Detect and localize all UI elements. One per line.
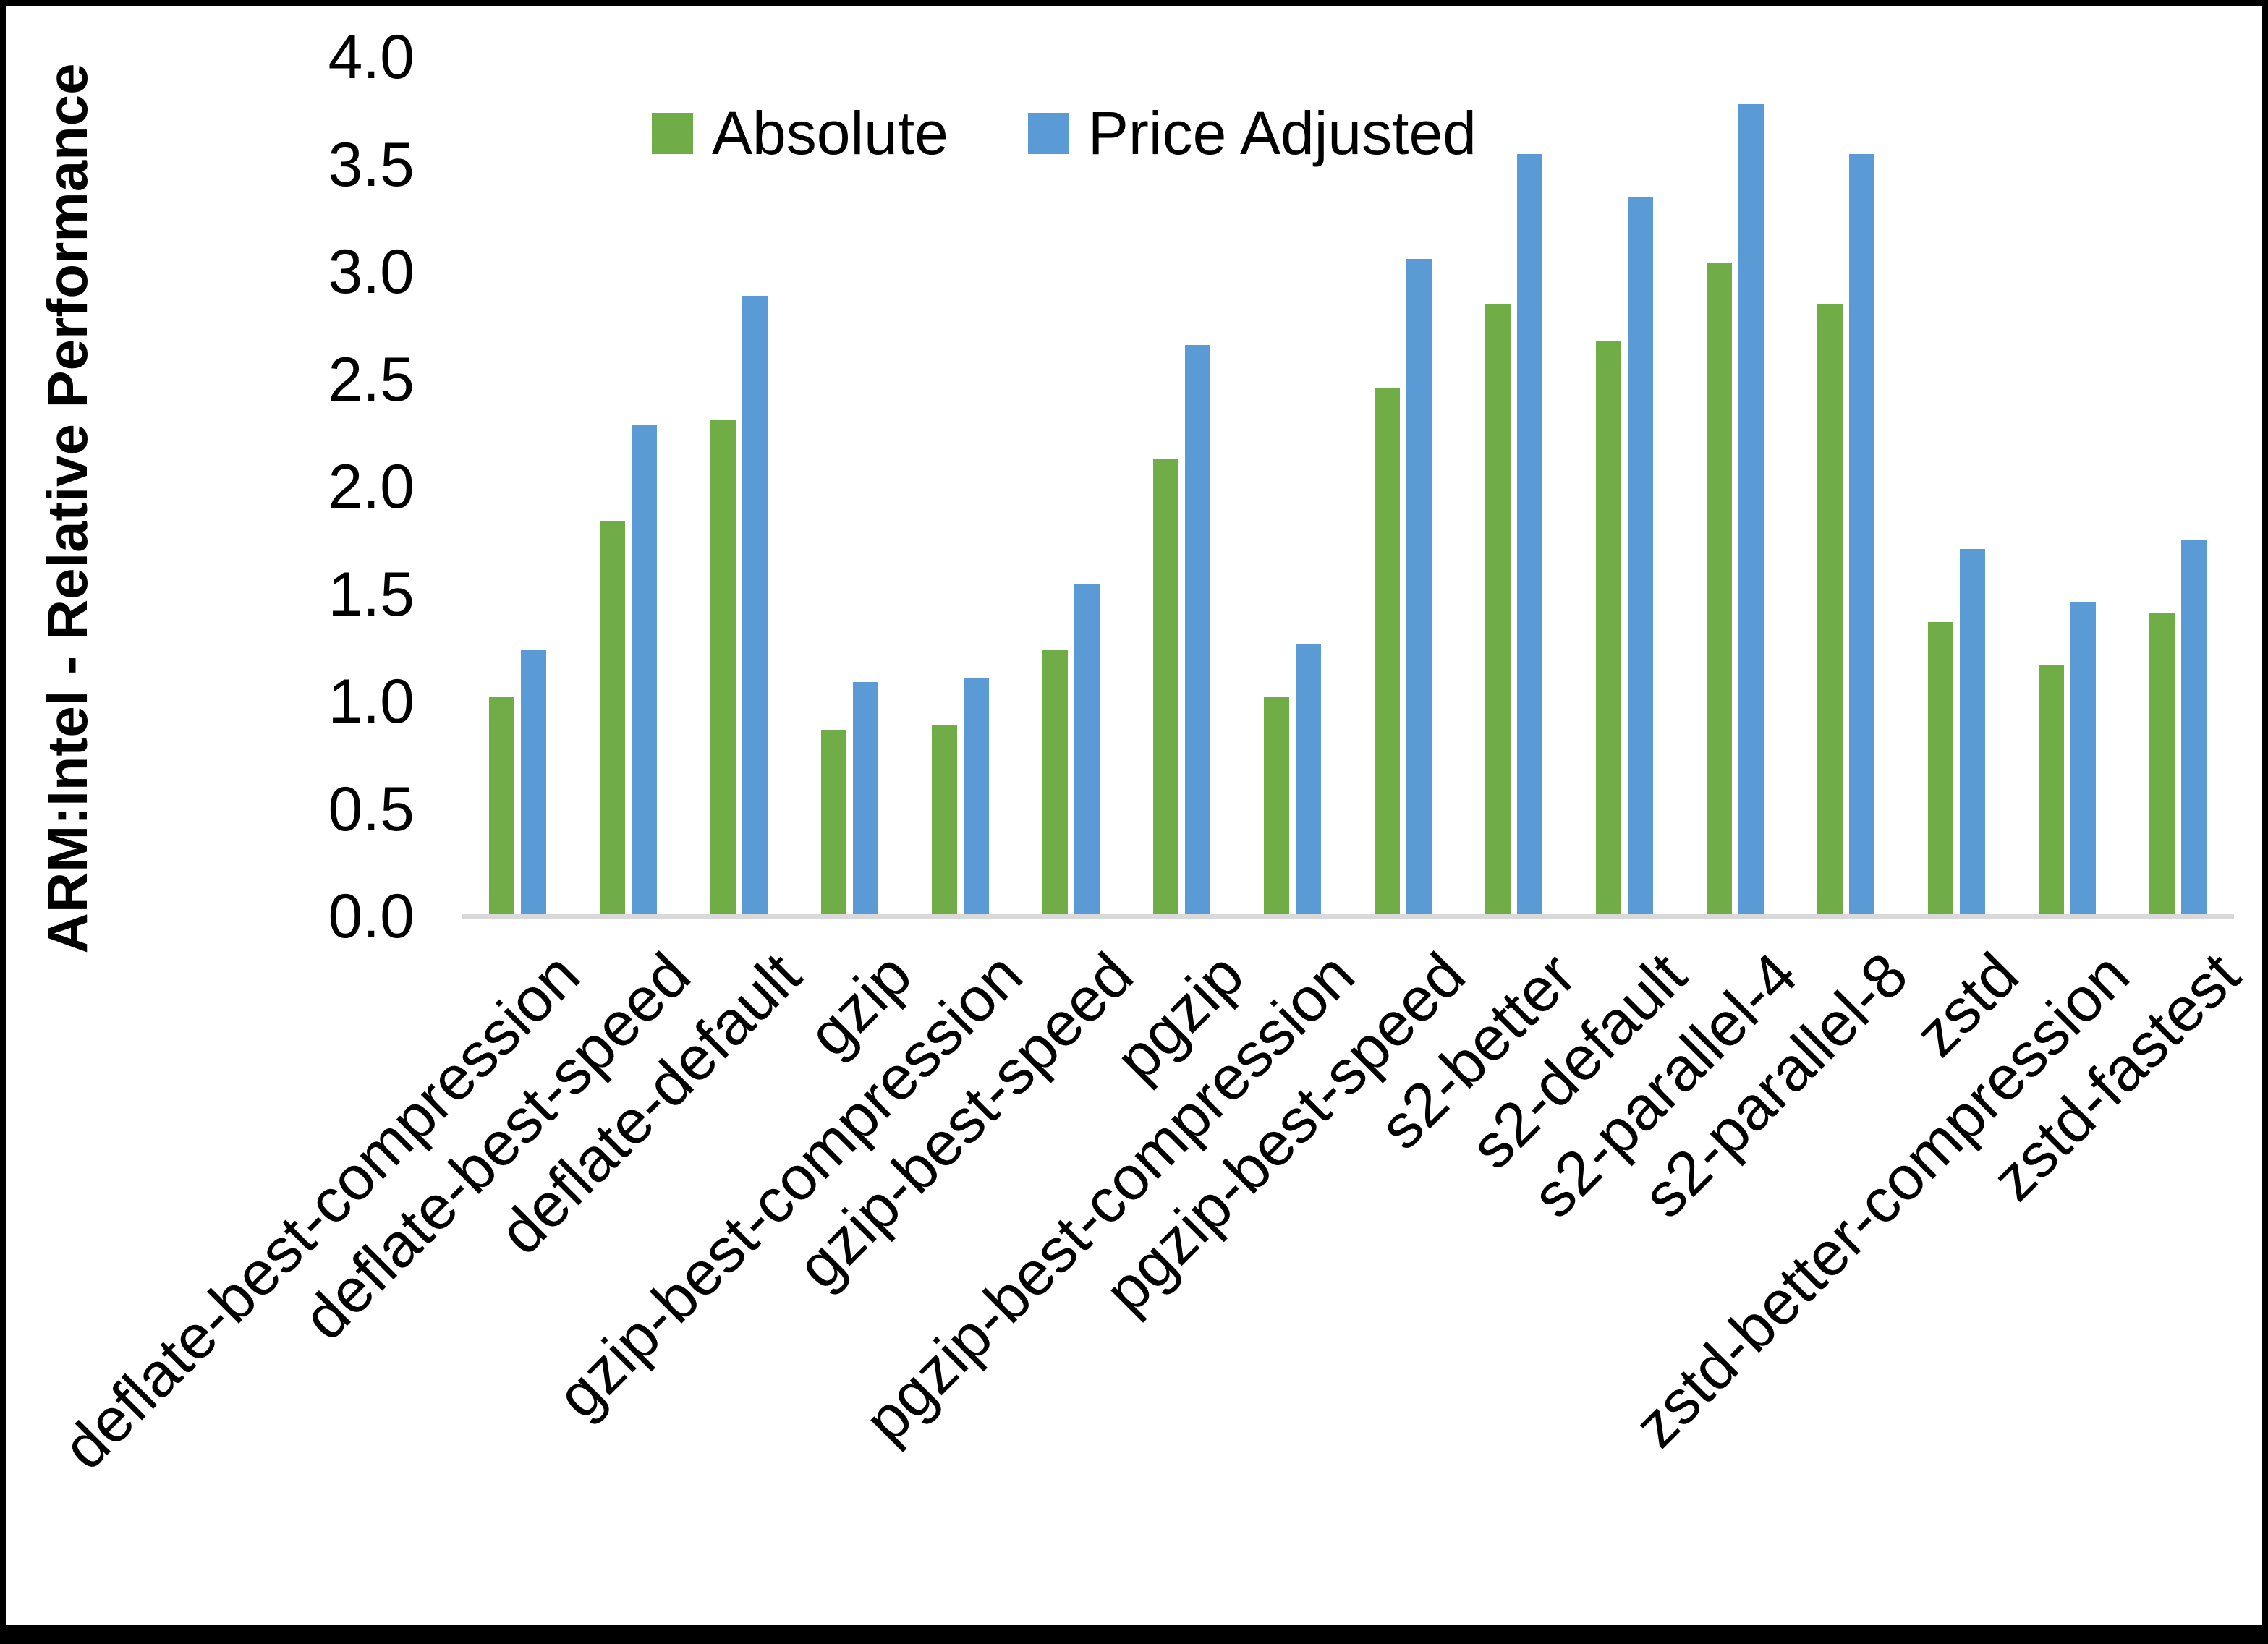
bar-absolute-zstd-fastest [2149,613,2175,916]
bar-price-adjusted-gzip [852,682,878,916]
bar-price-adjusted-zstd [1959,549,1985,916]
bar-absolute-deflate-best-compression [488,697,514,916]
bar-absolute-gzip-best-compression [931,725,957,916]
bar-price-adjusted-deflate-best-compression [520,650,546,916]
bar-price-adjusted-pgzip [1184,345,1210,916]
bar-absolute-gzip-best-speed [1042,650,1068,916]
y-tick-label: 2.5 [328,344,415,414]
legend-item-absolute: Absolute [652,98,948,169]
bar-absolute-zstd [1927,622,1953,916]
x-axis-line [462,914,2234,919]
bar-absolute-deflate-best-speed [599,521,625,916]
bar-price-adjusted-gzip-best-compression [963,678,989,916]
legend-label: Price Adjusted [1087,99,1477,167]
legend-label: Absolute [712,99,948,167]
bar-price-adjusted-pgzip-best-compression [1295,644,1321,916]
bar-price-adjusted-s2-parallel-8 [1848,154,1874,916]
bar-price-adjusted-deflate-best-speed [631,425,657,916]
bar-price-adjusted-pgzip-best-speed [1406,259,1432,916]
bar-absolute-pgzip-best-speed [1374,388,1400,916]
legend-swatch-icon [1027,113,1069,154]
bar-absolute-s2-better [1485,304,1511,916]
bar-absolute-s2-default [1595,341,1621,916]
bar-absolute-pgzip-best-compression [1263,697,1289,916]
bar-absolute-pgzip [1152,459,1178,916]
y-tick-label: 0.0 [328,882,415,951]
bar-absolute-zstd-better-compression [2038,665,2064,916]
y-tick-label: 3.5 [328,129,415,200]
y-tick-label: 1.5 [328,559,415,629]
bar-absolute-s2-parallel-8 [1817,304,1843,916]
y-tick-label: 1.0 [328,667,415,736]
bar-absolute-gzip [820,730,846,916]
bar-price-adjusted-zstd-better-compression [2070,602,2096,916]
bar-price-adjusted-deflate-default [742,296,768,916]
y-tick-label: 3.0 [328,237,415,307]
bottom-border-bar [6,1625,2262,1638]
bar-price-adjusted-s2-better [1516,154,1542,916]
legend-swatch-icon [652,113,693,154]
y-tick-label: 2.0 [328,452,415,521]
bar-price-adjusted-s2-parallel-4 [1738,104,1764,916]
bar-price-adjusted-zstd-fastest [2180,540,2207,916]
bar-price-adjusted-gzip-best-speed [1074,584,1100,916]
legend-item-price-adjusted: Price Adjusted [1027,98,1477,169]
bar-absolute-s2-parallel-4 [1706,263,1732,916]
bar-absolute-deflate-default [710,420,736,916]
bar-price-adjusted-s2-default [1627,197,1653,916]
legend: Absolute Price Adjusted [652,98,1477,169]
y-tick-label: 0.5 [328,774,415,844]
y-tick-label: 4.0 [328,22,415,92]
